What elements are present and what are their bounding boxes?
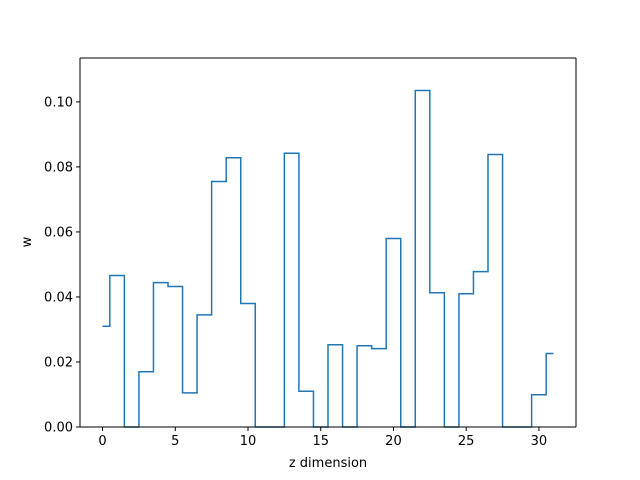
x-tick-label: 20	[385, 434, 402, 449]
y-tick-label: 0.10	[44, 95, 73, 110]
series-step-line	[102, 89, 554, 428]
x-tick-label: 10	[240, 434, 257, 449]
y-tick-label: 0.04	[44, 290, 73, 305]
y-tick-label: 0.08	[44, 160, 73, 175]
y-axis-label: w	[20, 236, 35, 247]
x-tick-label: 15	[312, 434, 329, 449]
y-tick-label: 0.00	[44, 421, 73, 436]
x-tick-label: 5	[171, 434, 179, 449]
x-tick-label: 25	[458, 434, 475, 449]
series-layer	[102, 89, 554, 428]
y-ticks: 0.00 0.02 0.04 0.06 0.08 0.10	[44, 95, 80, 436]
axes-frame	[79, 57, 577, 428]
y-tick-label: 0.06	[44, 225, 73, 240]
y-tick-label: 0.02	[44, 355, 73, 370]
x-tick-label: 0	[98, 434, 106, 449]
x-axis-label: z dimension	[289, 456, 367, 471]
x-ticks: 0 5 10 15 20 25 30	[98, 427, 547, 449]
x-tick-label: 30	[531, 434, 548, 449]
